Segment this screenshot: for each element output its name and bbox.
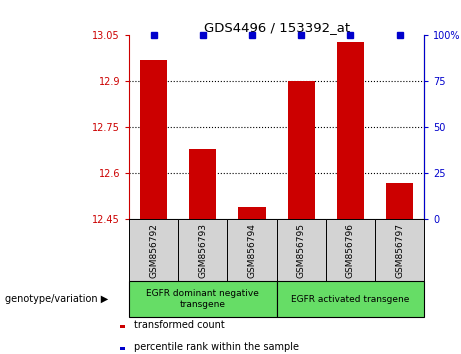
Bar [288, 81, 315, 219]
Text: transformed count: transformed count [134, 320, 224, 330]
Text: EGFR dominant negative
transgene: EGFR dominant negative transgene [147, 290, 259, 309]
Bar [178, 219, 227, 281]
Bar [120, 347, 125, 350]
Bar [129, 219, 178, 281]
Bar [120, 325, 125, 327]
Bar [326, 219, 375, 281]
Text: GSM856792: GSM856792 [149, 223, 158, 278]
Text: EGFR activated transgene: EGFR activated transgene [291, 295, 409, 304]
Bar [375, 219, 424, 281]
Bar [189, 149, 216, 219]
Text: GSM856795: GSM856795 [297, 223, 306, 278]
Text: genotype/variation ▶: genotype/variation ▶ [5, 294, 108, 304]
Bar [140, 60, 167, 219]
Bar [238, 207, 266, 219]
Text: GSM856797: GSM856797 [395, 223, 404, 278]
Title: GDS4496 / 153392_at: GDS4496 / 153392_at [204, 21, 349, 34]
Text: GSM856794: GSM856794 [248, 223, 256, 278]
Bar [129, 281, 277, 317]
Text: GSM856796: GSM856796 [346, 223, 355, 278]
Bar [227, 219, 277, 281]
Bar [277, 281, 424, 317]
Text: GSM856793: GSM856793 [198, 223, 207, 278]
Bar [277, 219, 326, 281]
Bar [386, 183, 413, 219]
Bar [337, 41, 364, 219]
Text: percentile rank within the sample: percentile rank within the sample [134, 342, 299, 352]
